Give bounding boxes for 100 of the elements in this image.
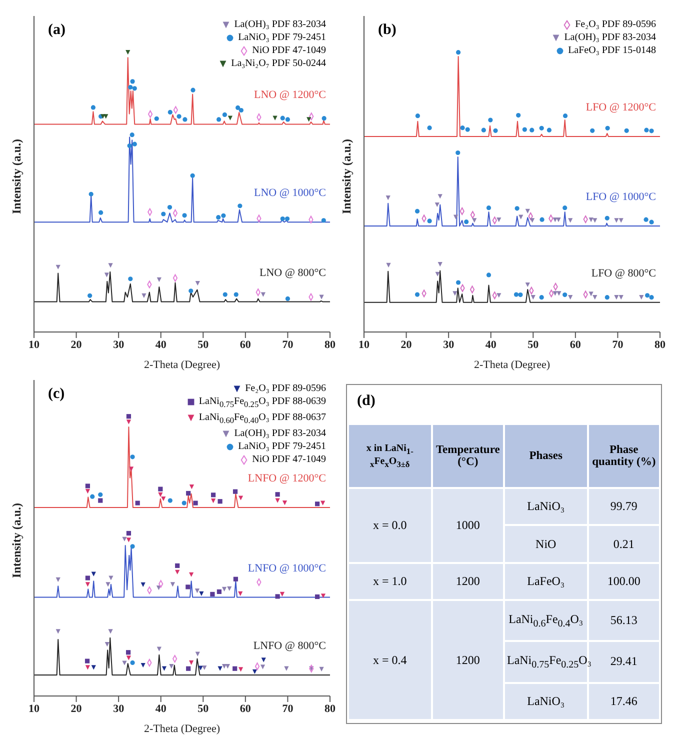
point [168, 110, 172, 114]
point [98, 492, 103, 497]
point [198, 666, 203, 670]
point [649, 128, 654, 134]
point [122, 536, 127, 542]
point [320, 500, 326, 506]
point [132, 86, 137, 91]
point [460, 126, 465, 130]
x-tick-label: 10 [358, 338, 370, 351]
point [438, 262, 442, 267]
chart-title: (a) [48, 22, 66, 39]
point [568, 218, 573, 223]
series-label: LNO @ 1000°C [254, 187, 326, 200]
x-tick-label: 30 [113, 338, 125, 351]
x-tick-label: 70 [612, 338, 624, 351]
y-axis-title: Intensity (a.u.) [339, 138, 354, 214]
point [56, 577, 60, 582]
series-label: LNFO @ 1000°C [248, 562, 326, 574]
point [199, 591, 204, 596]
point [228, 116, 233, 120]
point [645, 293, 650, 298]
chart-title: (c) [48, 386, 65, 403]
point [158, 492, 163, 497]
category-label: x in LaNi$_{1-}$$_{x}$Fe$_{x}$O$_{3±δ}$ [366, 443, 414, 469]
text: 17.46 [610, 694, 638, 708]
legend-label: NiO PDF 47-1049 [252, 454, 326, 465]
point [275, 594, 280, 599]
point [486, 272, 492, 278]
text: 100.00 [607, 574, 640, 588]
text: (d) [356, 392, 376, 411]
point [386, 262, 391, 268]
point [556, 291, 562, 296]
point [540, 217, 544, 222]
point [234, 292, 238, 297]
point [306, 117, 312, 122]
point [216, 589, 222, 594]
point [175, 563, 180, 568]
point [588, 218, 594, 222]
point [130, 454, 135, 460]
point [321, 218, 326, 223]
point [319, 294, 324, 300]
point [108, 576, 114, 580]
point [464, 220, 469, 224]
point [190, 88, 196, 92]
point [169, 664, 174, 669]
point [194, 588, 200, 594]
category-label: Phases [504, 424, 588, 488]
point [280, 216, 285, 222]
x-tick-label: 40 [155, 702, 167, 715]
point [126, 414, 132, 419]
point [135, 500, 140, 506]
legend-label: La(OH)₃ PDF 83-2034 [234, 428, 326, 439]
legend-label: LaNi$_{0.60}$Fe$_{0.40}$O₃ PDF 88-0637 [198, 412, 326, 425]
legend-label: Fe₂O₃ PDF 89-0596 [245, 383, 326, 394]
point [272, 116, 278, 120]
point [539, 295, 544, 300]
legend-label: LaNi$_{0.75}$Fe$_{0.25}$O₃ PDF 88-0639 [198, 396, 326, 409]
x-tick-label: 70 [282, 702, 294, 715]
point [452, 291, 458, 296]
point [218, 666, 222, 671]
x-tick-label: 80 [324, 338, 336, 351]
point [232, 489, 238, 494]
point [530, 295, 536, 300]
point [514, 206, 520, 211]
point [496, 293, 502, 298]
x-tick-label: 70 [282, 338, 294, 351]
x-tick-label: 40 [155, 338, 167, 351]
text: 0.21 [613, 536, 634, 551]
point [525, 208, 530, 214]
point [216, 215, 221, 220]
point [130, 544, 135, 549]
point [210, 592, 215, 597]
point [186, 490, 191, 496]
x-tick-label: 60 [240, 702, 252, 715]
point [414, 208, 420, 214]
point [84, 658, 90, 664]
point [315, 502, 320, 506]
point [104, 272, 110, 278]
point [126, 50, 130, 55]
point [590, 128, 595, 133]
point [562, 114, 568, 118]
point [275, 492, 280, 497]
point [126, 530, 132, 536]
point [562, 206, 568, 210]
point [282, 500, 288, 506]
point [252, 669, 258, 674]
point [435, 272, 440, 276]
point [604, 295, 610, 300]
point [222, 292, 228, 297]
point [122, 660, 127, 666]
point [162, 666, 167, 671]
point [193, 500, 198, 506]
x-tick-label: 20 [70, 702, 82, 715]
point [592, 218, 598, 223]
point [488, 118, 493, 122]
point [218, 499, 222, 504]
point [128, 85, 133, 90]
point [188, 288, 194, 294]
point [624, 128, 629, 133]
point [90, 494, 95, 499]
